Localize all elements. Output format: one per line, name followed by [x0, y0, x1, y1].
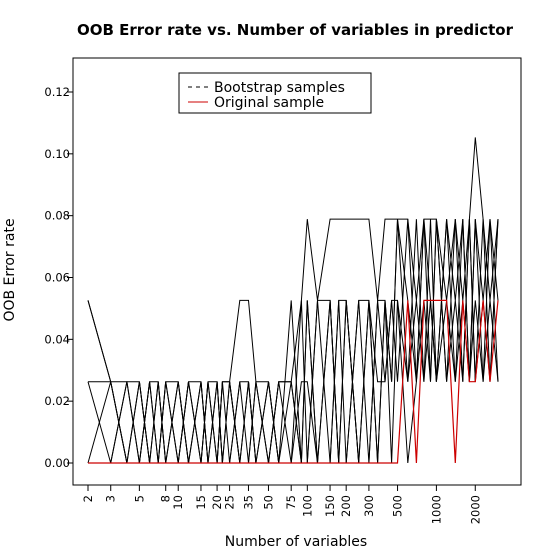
chart-title: OOB Error rate vs. Number of variables i…: [77, 21, 514, 39]
legend: Bootstrap samples Original sample: [178, 72, 372, 114]
x-tick-label: 300: [362, 495, 376, 517]
series-layer: [87, 137, 499, 464]
y-tick-label: 0.12: [44, 85, 70, 99]
y-tick-label: 0.02: [44, 394, 70, 408]
y-axis: 0.00 0.02 0.04 0.06 0.08 0.10 0.12: [44, 85, 74, 470]
y-tick-label: 0.10: [44, 147, 70, 161]
series-line-bootstrap: [88, 219, 499, 464]
x-tick-label: 25: [223, 495, 237, 510]
x-tick-label: 100: [300, 495, 314, 517]
x-tick-label: 50: [261, 495, 275, 510]
x-tick-label: 8: [159, 495, 173, 502]
series-line-original: [88, 299, 499, 464]
x-tick-label: 3: [104, 495, 118, 502]
y-axis-label: OOB Error rate: [2, 218, 18, 321]
x-axis-label: Number of variables: [225, 534, 367, 550]
x-tick-label: 150: [323, 495, 337, 517]
y-tick-label: 0.04: [44, 332, 70, 346]
legend-box: [178, 72, 372, 114]
y-tick-label: 0.08: [44, 209, 70, 223]
x-tick-label: 20: [210, 495, 224, 510]
x-tick-label: 15: [194, 495, 208, 510]
x-tick-label: 500: [391, 495, 405, 517]
x-tick-label: 10: [171, 495, 185, 510]
x-tick-label: 2: [81, 495, 95, 502]
legend-label-bootstrap: Bootstrap samples: [214, 80, 345, 96]
x-tick-label: 200: [339, 495, 353, 517]
x-tick-label: 35: [241, 495, 255, 510]
y-tick-label: 0.06: [44, 271, 70, 285]
legend-label-original: Original sample: [214, 95, 324, 111]
x-tick-label: 75: [284, 495, 298, 510]
x-tick-label: 5: [132, 495, 146, 502]
x-tick-label: 2000: [468, 495, 482, 524]
x-tick-label: 1000: [429, 495, 443, 524]
y-tick-label: 0.00: [44, 456, 70, 470]
